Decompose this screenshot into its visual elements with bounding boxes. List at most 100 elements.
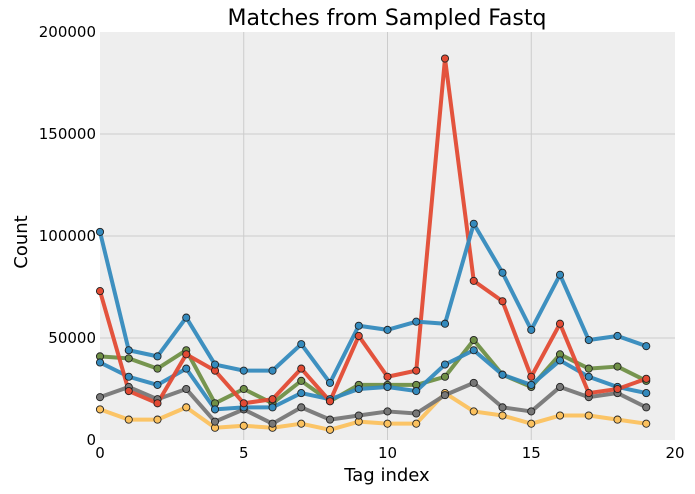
series-layer — [95, 54, 651, 434]
data-point — [95, 227, 105, 236]
data-point — [297, 376, 306, 385]
data-point — [440, 319, 450, 328]
data-point — [498, 370, 507, 379]
data-point — [412, 317, 421, 326]
data-point — [95, 358, 105, 367]
data-point — [642, 342, 651, 351]
data-point — [95, 405, 105, 414]
data-point — [124, 354, 133, 363]
data-point — [498, 268, 507, 277]
data-point — [95, 393, 105, 402]
y-axis-label: Count — [11, 215, 32, 268]
series-line — [98, 56, 649, 406]
data-point — [555, 411, 565, 420]
data-point — [297, 340, 306, 349]
data-point — [124, 372, 133, 381]
data-point — [124, 386, 133, 396]
data-point — [124, 415, 133, 424]
data-point — [584, 364, 593, 373]
data-point — [268, 395, 277, 404]
data-point — [354, 331, 363, 341]
data-point — [555, 319, 565, 328]
data-point — [555, 270, 565, 279]
data-point — [383, 372, 392, 381]
data-point — [354, 321, 363, 330]
data-point — [584, 372, 593, 381]
x-tick-label: 10 — [378, 444, 397, 462]
data-point — [383, 407, 392, 416]
data-point — [239, 399, 248, 408]
data-point — [469, 335, 478, 345]
data-point — [239, 366, 248, 375]
data-point — [555, 356, 565, 365]
data-point — [239, 421, 248, 430]
data-point — [440, 391, 450, 400]
y-tick-label: 50000 — [48, 329, 96, 347]
data-point — [124, 346, 133, 355]
data-point — [527, 407, 536, 416]
y-tick-label: 150000 — [39, 125, 96, 143]
grid-layer — [100, 32, 675, 440]
data-point — [210, 360, 220, 369]
series-line — [98, 221, 649, 385]
data-point — [383, 325, 392, 334]
data-point — [153, 352, 162, 361]
data-point — [469, 219, 478, 228]
data-point — [95, 287, 105, 296]
data-point — [182, 313, 191, 322]
y-tick-label: 0 — [86, 431, 96, 449]
data-point — [153, 415, 162, 424]
y-tick-label: 200000 — [39, 23, 96, 41]
x-tick-label: 15 — [522, 444, 541, 462]
data-point — [613, 384, 622, 394]
data-point — [182, 384, 191, 394]
x-tick-label: 0 — [95, 444, 105, 462]
x-tick-label: 5 — [239, 444, 249, 462]
series-line — [98, 380, 649, 426]
data-point — [642, 374, 651, 383]
data-point — [469, 346, 478, 355]
data-point — [297, 419, 306, 428]
x-axis-label: Tag index — [343, 465, 430, 486]
chart-title: Matches from Sampled Fastq — [228, 6, 547, 31]
data-point — [527, 325, 536, 334]
data-point — [613, 362, 622, 371]
series-line — [98, 391, 649, 432]
data-point — [613, 415, 622, 424]
data-point — [268, 366, 277, 375]
data-point — [182, 364, 191, 373]
data-point — [297, 389, 306, 398]
data-point — [239, 384, 248, 394]
data-point — [412, 366, 421, 375]
data-point — [182, 403, 191, 412]
data-point — [498, 297, 507, 306]
data-point — [412, 386, 421, 396]
data-point — [354, 411, 363, 420]
data-point — [469, 378, 478, 387]
data-point — [469, 407, 478, 416]
data-point — [527, 419, 536, 428]
data-point — [469, 276, 478, 285]
data-point — [642, 403, 651, 412]
data-point — [527, 380, 536, 389]
data-point — [584, 389, 593, 398]
data-point — [325, 425, 335, 434]
data-point — [297, 403, 306, 412]
x-tick-label: 20 — [665, 444, 684, 462]
data-point — [325, 378, 335, 387]
series-line — [98, 348, 649, 412]
data-point — [642, 389, 651, 398]
data-point — [440, 372, 450, 381]
y-tick-label: 100000 — [39, 227, 96, 245]
data-point — [440, 54, 450, 63]
data-point — [153, 364, 162, 373]
data-point — [210, 417, 220, 426]
data-point — [325, 397, 335, 406]
data-point — [153, 399, 162, 408]
data-point — [268, 403, 277, 412]
data-point — [412, 419, 421, 428]
data-point — [498, 411, 507, 420]
data-point — [297, 364, 306, 373]
data-point — [642, 419, 651, 428]
